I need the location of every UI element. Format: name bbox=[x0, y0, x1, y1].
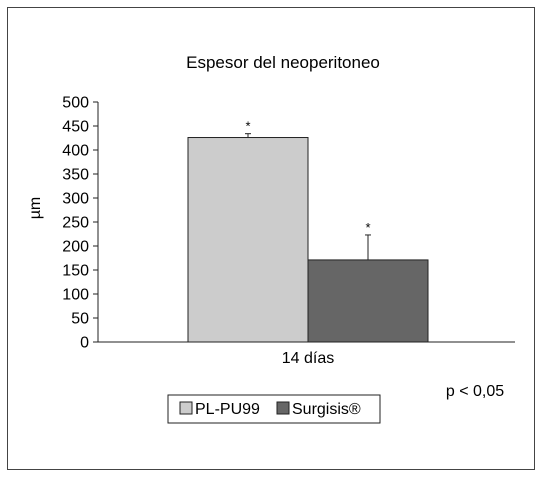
y-tick-label: 100 bbox=[62, 287, 89, 304]
legend-label-pl-pu99: PL-PU99 bbox=[195, 401, 260, 418]
bar-pl-pu99 bbox=[187, 137, 309, 343]
p-value-annotation: p < 0,05 bbox=[446, 383, 504, 400]
x-category-label: 14 días bbox=[282, 350, 334, 367]
y-tick-label: 150 bbox=[62, 263, 89, 280]
y-tick-label: 400 bbox=[62, 143, 89, 160]
y-tick-label: 300 bbox=[62, 191, 89, 208]
y-ticks: 0 50 100 150 200 250 300 350 400 450 500 bbox=[62, 95, 98, 352]
y-axis-label: µm bbox=[27, 197, 44, 220]
chart-title: Espesor del neoperitoneo bbox=[186, 53, 380, 72]
legend-box bbox=[167, 394, 381, 424]
y-tick-label: 200 bbox=[62, 239, 89, 256]
y-tick-label: 450 bbox=[62, 119, 89, 136]
bars-group: ** bbox=[187, 119, 429, 343]
y-tick-label: 500 bbox=[62, 95, 89, 112]
y-tick-label: 250 bbox=[62, 215, 89, 232]
bar-surgisis bbox=[307, 259, 429, 343]
legend-swatch-pl-pu99 bbox=[179, 401, 193, 415]
y-tick-label: 350 bbox=[62, 167, 89, 184]
significance-marker-pl-pu99: * bbox=[245, 119, 250, 134]
legend: PL-PU99 Surgisis® bbox=[167, 394, 381, 424]
chart-frame bbox=[7, 7, 535, 470]
y-tick-label: 50 bbox=[71, 311, 89, 328]
significance-marker-surgisis: * bbox=[365, 220, 370, 235]
legend-label-surgisis: Surgisis® bbox=[292, 401, 361, 418]
x-categories: 14 días bbox=[282, 350, 334, 367]
legend-swatch-surgisis bbox=[276, 401, 290, 415]
y-tick-label: 0 bbox=[80, 335, 89, 352]
